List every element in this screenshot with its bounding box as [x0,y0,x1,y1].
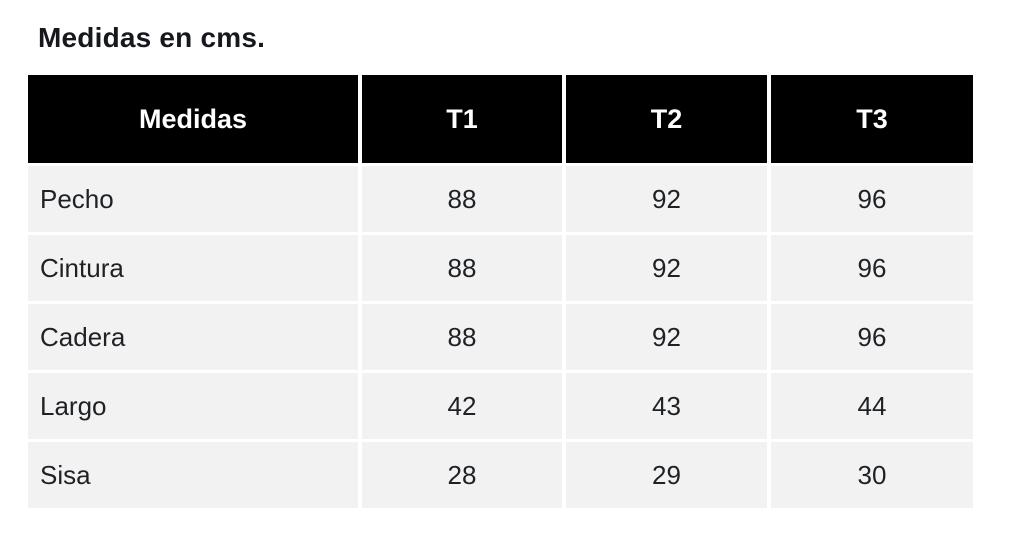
value-cell: 96 [771,304,973,370]
row-label-pecho: Pecho [28,166,358,232]
table-row: Cadera 88 92 96 [28,304,973,370]
table-row: Pecho 88 92 96 [28,166,973,232]
value-cell: 44 [771,373,973,439]
value-cell: 42 [362,373,562,439]
value-cell: 96 [771,235,973,301]
page-title: Medidas en cms. [38,22,266,53]
row-label-cadera: Cadera [28,304,358,370]
column-header-t3: T3 [771,75,973,163]
value-cell: 88 [362,166,562,232]
row-label-largo: Largo [28,373,358,439]
row-label-sisa: Sisa [28,442,358,508]
table-row: Sisa 28 29 30 [28,442,973,508]
value-cell: 96 [771,166,973,232]
column-header-t2: T2 [566,75,767,163]
value-cell: 29 [566,442,767,508]
table-row: Largo 42 43 44 [28,373,973,439]
value-cell: 43 [566,373,767,439]
measurements-table: Medidas T1 T2 T3 Pecho 88 92 96 Cintura … [24,72,977,511]
column-header-t1: T1 [362,75,562,163]
row-label-cintura: Cintura [28,235,358,301]
header-row: Medidas T1 T2 T3 [28,75,973,163]
value-cell: 92 [566,235,767,301]
value-cell: 30 [771,442,973,508]
value-cell: 88 [362,304,562,370]
value-cell: 92 [566,304,767,370]
value-cell: 28 [362,442,562,508]
value-cell: 92 [566,166,767,232]
column-header-medidas: Medidas [28,75,358,163]
value-cell: 88 [362,235,562,301]
table-row: Cintura 88 92 96 [28,235,973,301]
